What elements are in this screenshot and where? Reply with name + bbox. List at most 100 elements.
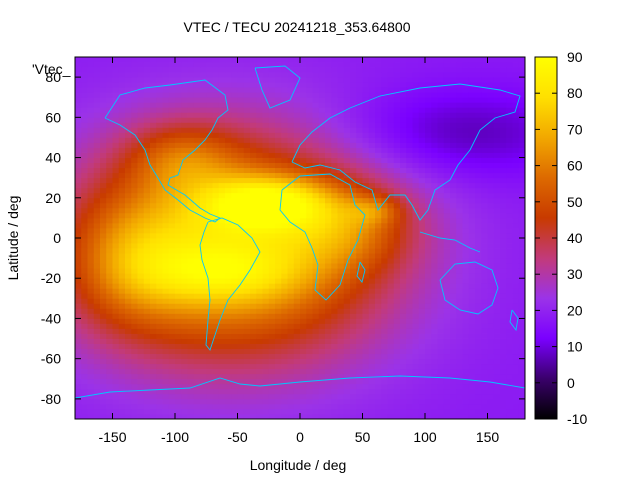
heatmap-cell <box>443 232 451 239</box>
heatmap-cell <box>206 157 213 163</box>
heatmap-cell <box>450 323 457 329</box>
heatmap-cell <box>118 333 126 339</box>
heatmap-cell <box>118 263 126 269</box>
heatmap-cell <box>356 338 363 344</box>
heatmap-cell <box>487 393 495 400</box>
heatmap-cell <box>156 162 163 169</box>
heatmap-cell <box>318 333 326 339</box>
heatmap-cell <box>143 177 151 184</box>
heatmap-cell <box>206 182 213 189</box>
heatmap-cell <box>112 348 120 355</box>
heatmap-cell <box>337 338 345 344</box>
heatmap-cell <box>225 288 232 294</box>
heatmap-cell <box>100 388 107 395</box>
heatmap-cell <box>431 238 438 244</box>
heatmap-cell <box>368 57 376 63</box>
heatmap-cell <box>412 202 420 209</box>
heatmap-cell <box>237 398 245 405</box>
heatmap-cell <box>125 363 132 370</box>
heatmap-cell <box>281 378 288 385</box>
heatmap-cell <box>331 232 338 239</box>
heatmap-cell <box>437 303 445 309</box>
heatmap-cell <box>300 338 307 344</box>
heatmap-cell <box>206 383 213 390</box>
heatmap-cell <box>125 308 132 314</box>
heatmap-cell <box>218 152 226 158</box>
heatmap-cell <box>268 132 276 138</box>
heatmap-cell <box>437 127 445 133</box>
heatmap-cell <box>506 273 513 279</box>
heatmap-cell <box>118 57 126 63</box>
heatmap-cell <box>212 217 220 224</box>
heatmap-cell <box>250 318 257 324</box>
heatmap-cell <box>93 293 101 299</box>
heatmap-cell <box>443 92 451 98</box>
heatmap-cell <box>106 388 113 395</box>
heatmap-cell <box>168 388 176 395</box>
heatmap-cell <box>193 182 201 189</box>
heatmap-cell <box>387 308 395 314</box>
heatmap-cell <box>162 207 170 214</box>
heatmap-cell <box>468 72 476 78</box>
heatmap-cell <box>350 132 357 138</box>
heatmap-cell <box>356 197 363 204</box>
heatmap-cell <box>156 358 163 365</box>
heatmap-cell <box>275 82 282 88</box>
heatmap-cell <box>281 202 288 209</box>
heatmap-cell <box>437 378 445 385</box>
heatmap-cell <box>262 248 270 254</box>
heatmap-cell <box>87 323 95 329</box>
heatmap-cell <box>300 217 307 224</box>
heatmap-cell <box>168 343 176 350</box>
heatmap-cell <box>425 72 432 78</box>
heatmap-cell <box>150 87 157 93</box>
heatmap-cell <box>231 112 238 118</box>
heatmap-cell <box>268 393 276 400</box>
heatmap-cell <box>231 378 238 385</box>
heatmap-cell <box>218 192 226 199</box>
heatmap-cell <box>406 227 413 234</box>
heatmap-cell <box>462 212 470 219</box>
heatmap-cell <box>331 177 338 184</box>
heatmap-cell <box>243 217 251 224</box>
heatmap-cell <box>75 348 82 355</box>
heatmap-cell <box>406 142 413 148</box>
heatmap-cell <box>356 323 363 329</box>
heatmap-cell <box>431 127 438 133</box>
heatmap-cell <box>325 227 332 234</box>
heatmap-cell <box>162 273 170 279</box>
heatmap-cell <box>268 323 276 329</box>
heatmap-cell <box>125 77 132 83</box>
heatmap-cell <box>237 127 245 133</box>
heatmap-cell <box>312 167 320 174</box>
heatmap-cell <box>325 313 332 319</box>
heatmap-cell <box>112 293 120 299</box>
heatmap-cell <box>493 217 501 224</box>
heatmap-cell <box>425 278 432 284</box>
heatmap-cell <box>250 67 257 73</box>
heatmap-cell <box>287 77 295 83</box>
heatmap-cell <box>387 62 395 68</box>
heatmap-cell <box>293 398 301 405</box>
heatmap-cell <box>418 308 426 314</box>
heatmap-cell <box>181 62 188 68</box>
heatmap-cell <box>406 388 413 395</box>
heatmap-cell <box>150 147 157 153</box>
heatmap-cell <box>437 408 445 415</box>
heatmap-cell <box>225 283 232 289</box>
heatmap-cell <box>225 187 232 194</box>
heatmap-cell <box>168 77 176 83</box>
heatmap-cell <box>143 333 151 339</box>
heatmap-cell <box>106 288 113 294</box>
heatmap-cell <box>275 197 282 204</box>
heatmap-cell <box>93 258 101 264</box>
heatmap-cell <box>337 172 345 179</box>
heatmap-cell <box>156 107 163 113</box>
heatmap-cell <box>500 338 507 344</box>
heatmap-cell <box>387 102 395 108</box>
heatmap-cell <box>406 333 413 339</box>
heatmap-cell <box>281 172 288 179</box>
heatmap-cell <box>193 67 201 73</box>
heatmap-cell <box>493 398 501 405</box>
heatmap-cell <box>93 197 101 204</box>
